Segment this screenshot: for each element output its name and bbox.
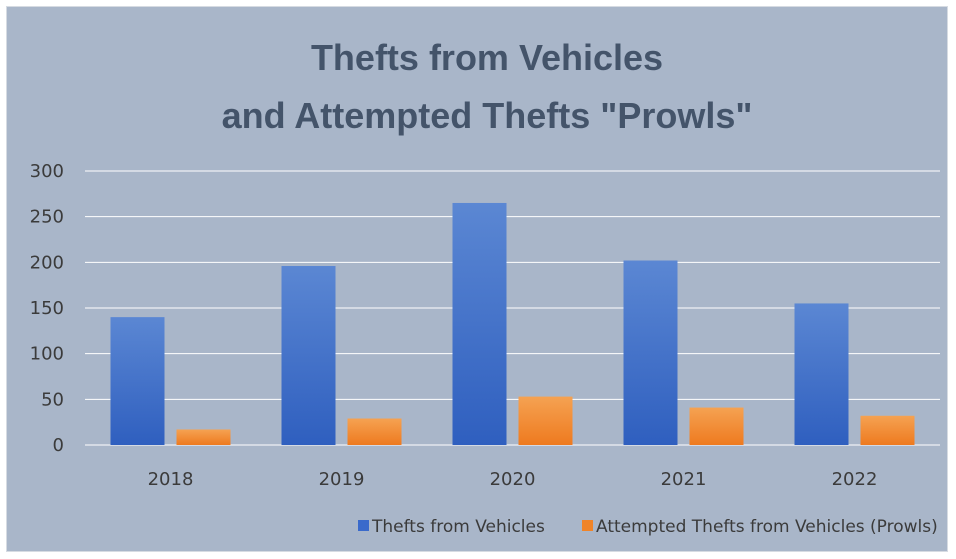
y-tick-label: 0 (53, 435, 64, 456)
y-tick-label: 200 (30, 252, 64, 273)
bar-prowls-2019 (347, 418, 402, 445)
bar-thefts-2020 (452, 202, 507, 445)
x-tick-label-2021: 2021 (661, 469, 707, 490)
x-tick-label-2020: 2020 (490, 469, 536, 490)
legend-label-prowls: Attempted Thefts from Vehicles (Prowls) (596, 517, 938, 537)
bar-thefts-2021 (623, 260, 678, 445)
bar-thefts-2018 (110, 317, 165, 445)
x-axis-ticks: 2018 2019 2020 2021 2022 (148, 469, 878, 490)
bar-prowls-2021 (689, 407, 744, 445)
y-tick-label: 150 (30, 298, 64, 319)
chart-title-line-2: and Attempted Thefts "Prowls" (222, 95, 753, 136)
x-tick-label-2018: 2018 (148, 469, 194, 490)
bar-chart: Thefts from Vehicles and Attempted Theft… (30, 37, 940, 537)
x-tick-label-2022: 2022 (832, 469, 878, 490)
legend-swatch-thefts (358, 520, 369, 531)
x-tick-label-2019: 2019 (319, 469, 365, 490)
gridlines (85, 170, 940, 446)
y-tick-label: 300 (30, 161, 64, 182)
y-axis-ticks: 0 50 100 150 200 250 300 (30, 161, 64, 456)
legend: Thefts from Vehicles Attempted Thefts fr… (358, 517, 938, 537)
legend-swatch-prowls (582, 520, 593, 531)
bar-prowls-2020 (518, 396, 573, 445)
legend-label-thefts: Thefts from Vehicles (371, 517, 545, 537)
bar-prowls-2018 (176, 429, 231, 445)
y-tick-label: 100 (30, 344, 64, 365)
bar-prowls-2022 (860, 415, 915, 445)
y-tick-label: 50 (41, 389, 64, 410)
chart-frame: Thefts from Vehicles and Attempted Theft… (6, 6, 948, 552)
y-tick-label: 250 (30, 207, 64, 228)
bars (110, 202, 915, 445)
bar-thefts-2022 (794, 303, 849, 445)
bar-thefts-2019 (281, 265, 336, 445)
chart-title-line-1: Thefts from Vehicles (311, 37, 663, 78)
